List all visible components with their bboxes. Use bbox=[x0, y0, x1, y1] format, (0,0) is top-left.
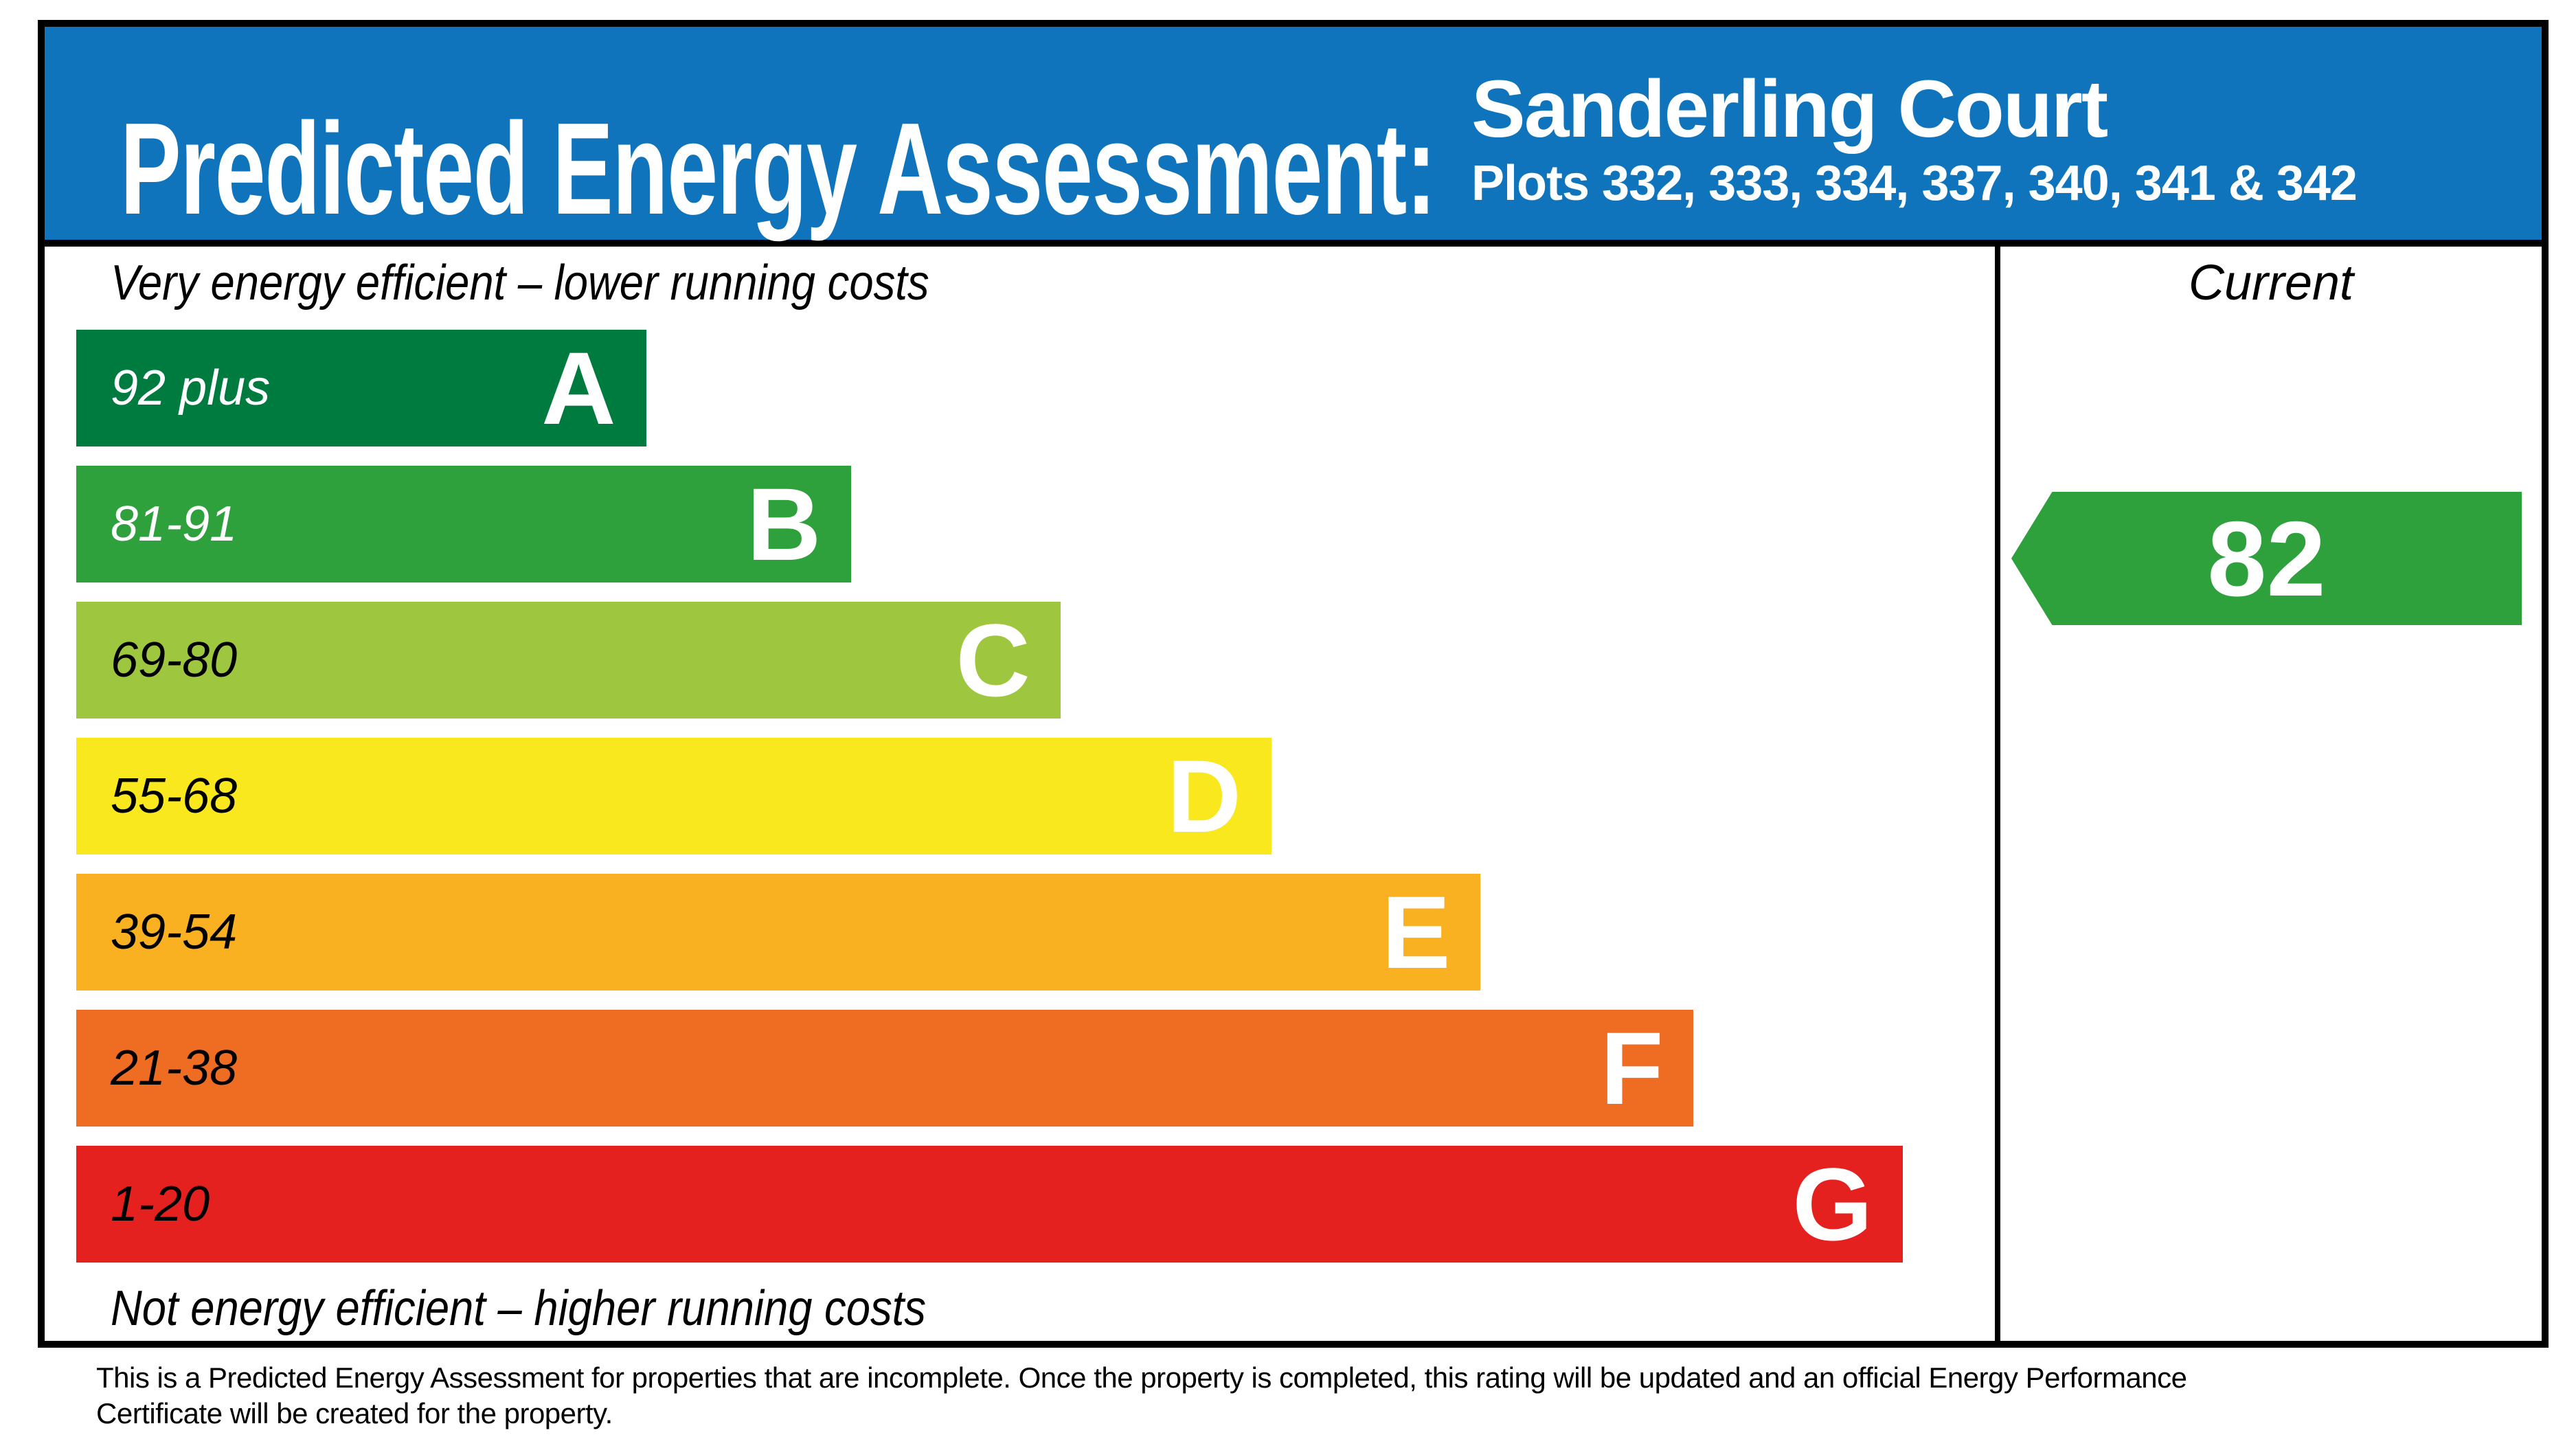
bands-column: Very energy efficient – lower running co… bbox=[45, 247, 1995, 1341]
energy-assessment-panel: Predicted Energy Assessment: Sanderling … bbox=[38, 20, 2549, 1348]
current-column: Current 82 bbox=[1995, 247, 2542, 1341]
band-e: 39-54 E bbox=[76, 874, 1481, 991]
band-d-letter: D bbox=[1166, 738, 1242, 854]
rating-chart: Very energy efficient – lower running co… bbox=[45, 247, 2542, 1341]
band-a: 92 plus A bbox=[76, 330, 646, 446]
current-rating-value: 82 bbox=[2207, 499, 2326, 618]
band-f-letter: F bbox=[1600, 1010, 1664, 1126]
band-f: 21-38 F bbox=[76, 1010, 1694, 1127]
current-column-label: Current bbox=[2188, 256, 2354, 310]
band-e-range: 39-54 bbox=[111, 905, 238, 960]
footer-note-line2: Certificate will be created for the prop… bbox=[96, 1397, 613, 1429]
band-b-range: 81-91 bbox=[111, 497, 238, 552]
property-name: Sanderling Court bbox=[1471, 64, 2108, 155]
footer-note: This is a Predicted Energy Assessment fo… bbox=[96, 1360, 2480, 1432]
band-c-range: 69-80 bbox=[111, 633, 238, 688]
band-g-range: 1-20 bbox=[111, 1177, 210, 1232]
current-rating-arrow: 82 bbox=[2011, 492, 2522, 625]
band-a-letter: A bbox=[541, 330, 616, 446]
band-a-range: 92 plus bbox=[111, 361, 271, 416]
band-b-letter: B bbox=[747, 466, 822, 582]
band-d: 55-68 D bbox=[76, 738, 1272, 855]
property-plots: Plots 332, 333, 334, 337, 340, 341 & 342 bbox=[1471, 156, 2358, 211]
band-c-letter: C bbox=[956, 602, 1030, 718]
bottom-caption: Not energy efficient – higher running co… bbox=[111, 1281, 926, 1336]
band-e-letter: E bbox=[1381, 874, 1451, 990]
header: Predicted Energy Assessment: Sanderling … bbox=[45, 27, 2542, 247]
band-f-range: 21-38 bbox=[111, 1041, 238, 1096]
band-list: 92 plus A 81-91 B 69-80 C 55-68 D 39-54 bbox=[76, 330, 1995, 1263]
band-c: 69-80 C bbox=[76, 602, 1061, 719]
band-g: 1-20 G bbox=[76, 1146, 1903, 1263]
footer-note-line1: This is a Predicted Energy Assessment fo… bbox=[96, 1361, 2187, 1394]
page-title: Predicted Energy Assessment: bbox=[120, 96, 1436, 242]
top-caption: Very energy efficient – lower running co… bbox=[111, 256, 929, 310]
property-info: Sanderling Court Plots 332, 333, 334, 33… bbox=[1471, 63, 2358, 211]
band-b: 81-91 B bbox=[76, 466, 852, 582]
band-d-range: 55-68 bbox=[111, 769, 238, 824]
band-g-letter: G bbox=[1792, 1146, 1873, 1262]
